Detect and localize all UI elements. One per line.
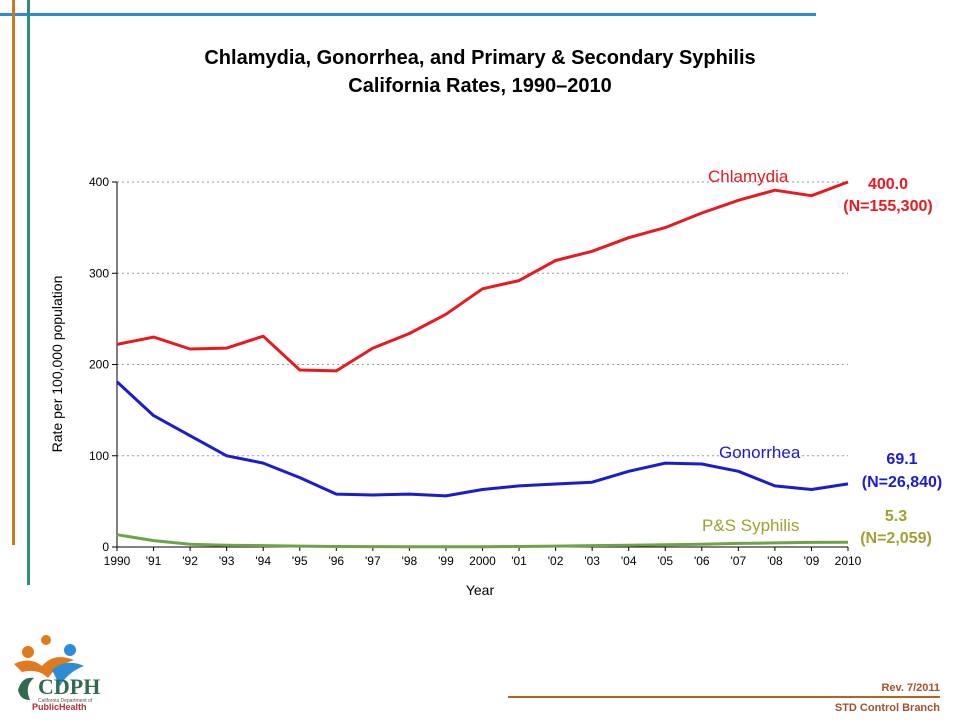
chart-title: Chlamydia, Gonorrhea, and Primary & Seco… bbox=[0, 44, 960, 100]
x-tick-label: '03 bbox=[584, 554, 600, 568]
gonorrhea-end-value: 69.1 bbox=[886, 451, 917, 468]
logo-public-text: PublicHealth bbox=[32, 702, 87, 710]
series-lines bbox=[115, 180, 849, 549]
syphilis-end-n: (N=2,059) bbox=[860, 530, 932, 547]
x-tick-label: '07 bbox=[731, 554, 747, 568]
logo-sub-text: California Department of bbox=[38, 698, 93, 704]
cdph-logo-graphic: CDPH California Department of PublicHeal… bbox=[14, 635, 100, 712]
chlamydia-end-n: (N=155,300) bbox=[843, 198, 932, 215]
axes bbox=[112, 181, 849, 551]
series-line-p-s-syphilis bbox=[116, 533, 849, 549]
x-tick-label: 2000 bbox=[469, 554, 496, 568]
gonorrhea-end-n: (N=26,840) bbox=[862, 474, 943, 491]
x-tick-label: '97 bbox=[365, 554, 381, 568]
x-axis-title: Year bbox=[466, 582, 495, 598]
x-tick-label: '93 bbox=[219, 554, 235, 568]
chlamydia-end-value: 400.0 bbox=[868, 176, 908, 193]
x-tick-label: '91 bbox=[146, 554, 162, 568]
left-teal-rule bbox=[27, 0, 30, 585]
y-tick-label: 300 bbox=[89, 266, 109, 280]
x-tick-label: '01 bbox=[511, 554, 527, 568]
x-tick-label: '08 bbox=[767, 554, 783, 568]
series-line-chlamydia bbox=[116, 180, 849, 373]
y-tick-labels: 0 100 200 300 400 bbox=[89, 175, 109, 554]
x-tick-label: '06 bbox=[694, 554, 710, 568]
x-tick-label: '98 bbox=[402, 554, 418, 568]
x-tick-label: '05 bbox=[657, 554, 673, 568]
x-tick-label: '09 bbox=[804, 554, 820, 568]
x-tick-labels: 1990 '91 '92 '93 '94 '95 '96 '97 '98 '99 2000 '01 '0… bbox=[104, 554, 862, 568]
logo-cdph-text: CDPH bbox=[38, 674, 100, 699]
y-tick-label: 100 bbox=[89, 449, 109, 463]
x-tick-label: '95 bbox=[292, 554, 308, 568]
y-tick-label: 200 bbox=[89, 358, 109, 372]
x-tick-label: '96 bbox=[328, 554, 344, 568]
series-label-chlamydia: Chlamydia bbox=[708, 167, 789, 186]
x-tick-label: 1990 bbox=[104, 554, 131, 568]
series-label-syphilis: P&S Syphilis bbox=[702, 516, 799, 535]
x-tick-label: '99 bbox=[438, 554, 454, 568]
left-orange-rule bbox=[12, 0, 15, 545]
title-line-1: Chlamydia, Gonorrhea, and Primary & Seco… bbox=[204, 47, 756, 69]
x-tick-label: '02 bbox=[548, 554, 564, 568]
revision-date: Rev. 7/2011 bbox=[881, 682, 940, 694]
x-tick-label: '04 bbox=[621, 554, 637, 568]
y-tick-label: 400 bbox=[89, 175, 109, 189]
branch-name: STD Control Branch bbox=[834, 702, 940, 714]
x-tick-label: '92 bbox=[182, 554, 198, 568]
y-tick-label: 0 bbox=[102, 540, 109, 554]
series-line-gonorrhea bbox=[115, 380, 849, 498]
y-axis-title: Rate per 100,000 population bbox=[49, 276, 65, 453]
x-tick-label: '94 bbox=[255, 554, 271, 568]
top-blue-rule bbox=[0, 13, 816, 16]
syphilis-end-value: 5.3 bbox=[885, 508, 907, 525]
title-line-2: California Rates, 1990–2010 bbox=[348, 75, 612, 97]
footer-rule bbox=[508, 696, 940, 698]
cdph-logo: CDPH California Department of PublicHeal… bbox=[8, 630, 118, 715]
x-tick-label: 2010 bbox=[835, 554, 862, 568]
grid-lines bbox=[117, 181, 848, 457]
series-label-gonorrhea: Gonorrhea bbox=[719, 443, 801, 462]
